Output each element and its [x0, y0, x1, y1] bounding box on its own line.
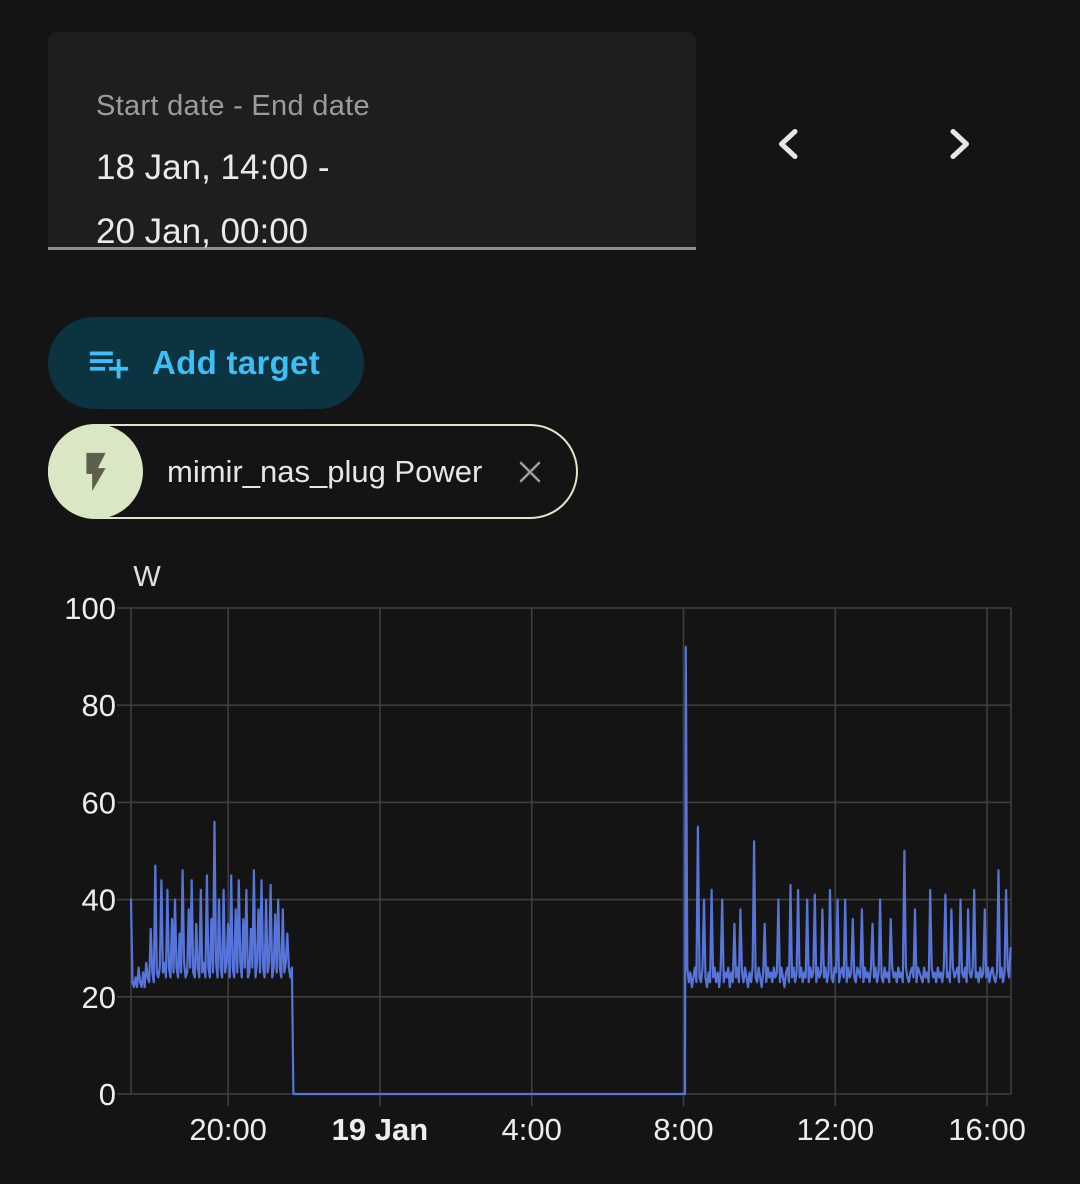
- chip-remove-button[interactable]: [512, 454, 548, 490]
- add-target-label: Add target: [152, 344, 320, 381]
- x-axis-label: 4:00: [502, 1112, 562, 1147]
- y-axis-label: 80: [82, 688, 116, 723]
- x-axis-label: 20:00: [189, 1112, 267, 1147]
- x-axis-label: 8:00: [653, 1112, 713, 1147]
- chip-entity-label: mimir_nas_plug Power: [167, 453, 483, 489]
- y-axis-label: 0: [99, 1077, 116, 1112]
- y-axis-label: 40: [82, 883, 116, 918]
- y-axis-label: 60: [82, 785, 116, 820]
- x-axis-label: 12:00: [797, 1112, 875, 1147]
- playlist-plus-icon: [86, 340, 132, 386]
- close-icon: [513, 455, 547, 489]
- chip-avatar: [48, 424, 143, 519]
- previous-period-button[interactable]: [762, 116, 818, 172]
- target-chip[interactable]: mimir_nas_plug Power: [48, 424, 579, 519]
- date-range-label: Start date - End date: [96, 90, 370, 122]
- x-axis-label: 19 Jan: [332, 1112, 429, 1147]
- x-axis-label: 16:00: [948, 1112, 1026, 1147]
- flash-icon: [73, 449, 119, 495]
- date-range-field[interactable]: Start date - End date 18 Jan, 14:00 - 20…: [48, 32, 696, 251]
- chevron-left-icon: [766, 120, 814, 168]
- add-target-button[interactable]: Add target: [48, 317, 364, 409]
- power-history-chart[interactable]: 0 20 40 60 80 100 20:00 19 Jan 4:00 8:00 12:00 16:0…: [0, 540, 1080, 1184]
- power-series-line: [129, 645, 1012, 1096]
- y-axis-unit-label: W: [133, 561, 161, 593]
- y-axis-label: 20: [82, 980, 116, 1015]
- chevron-right-icon: [934, 120, 982, 168]
- date-range-value: 18 Jan, 14:00 - 20 Jan, 00:00: [96, 148, 330, 251]
- next-period-button[interactable]: [930, 116, 986, 172]
- y-axis-label: 100: [64, 591, 116, 626]
